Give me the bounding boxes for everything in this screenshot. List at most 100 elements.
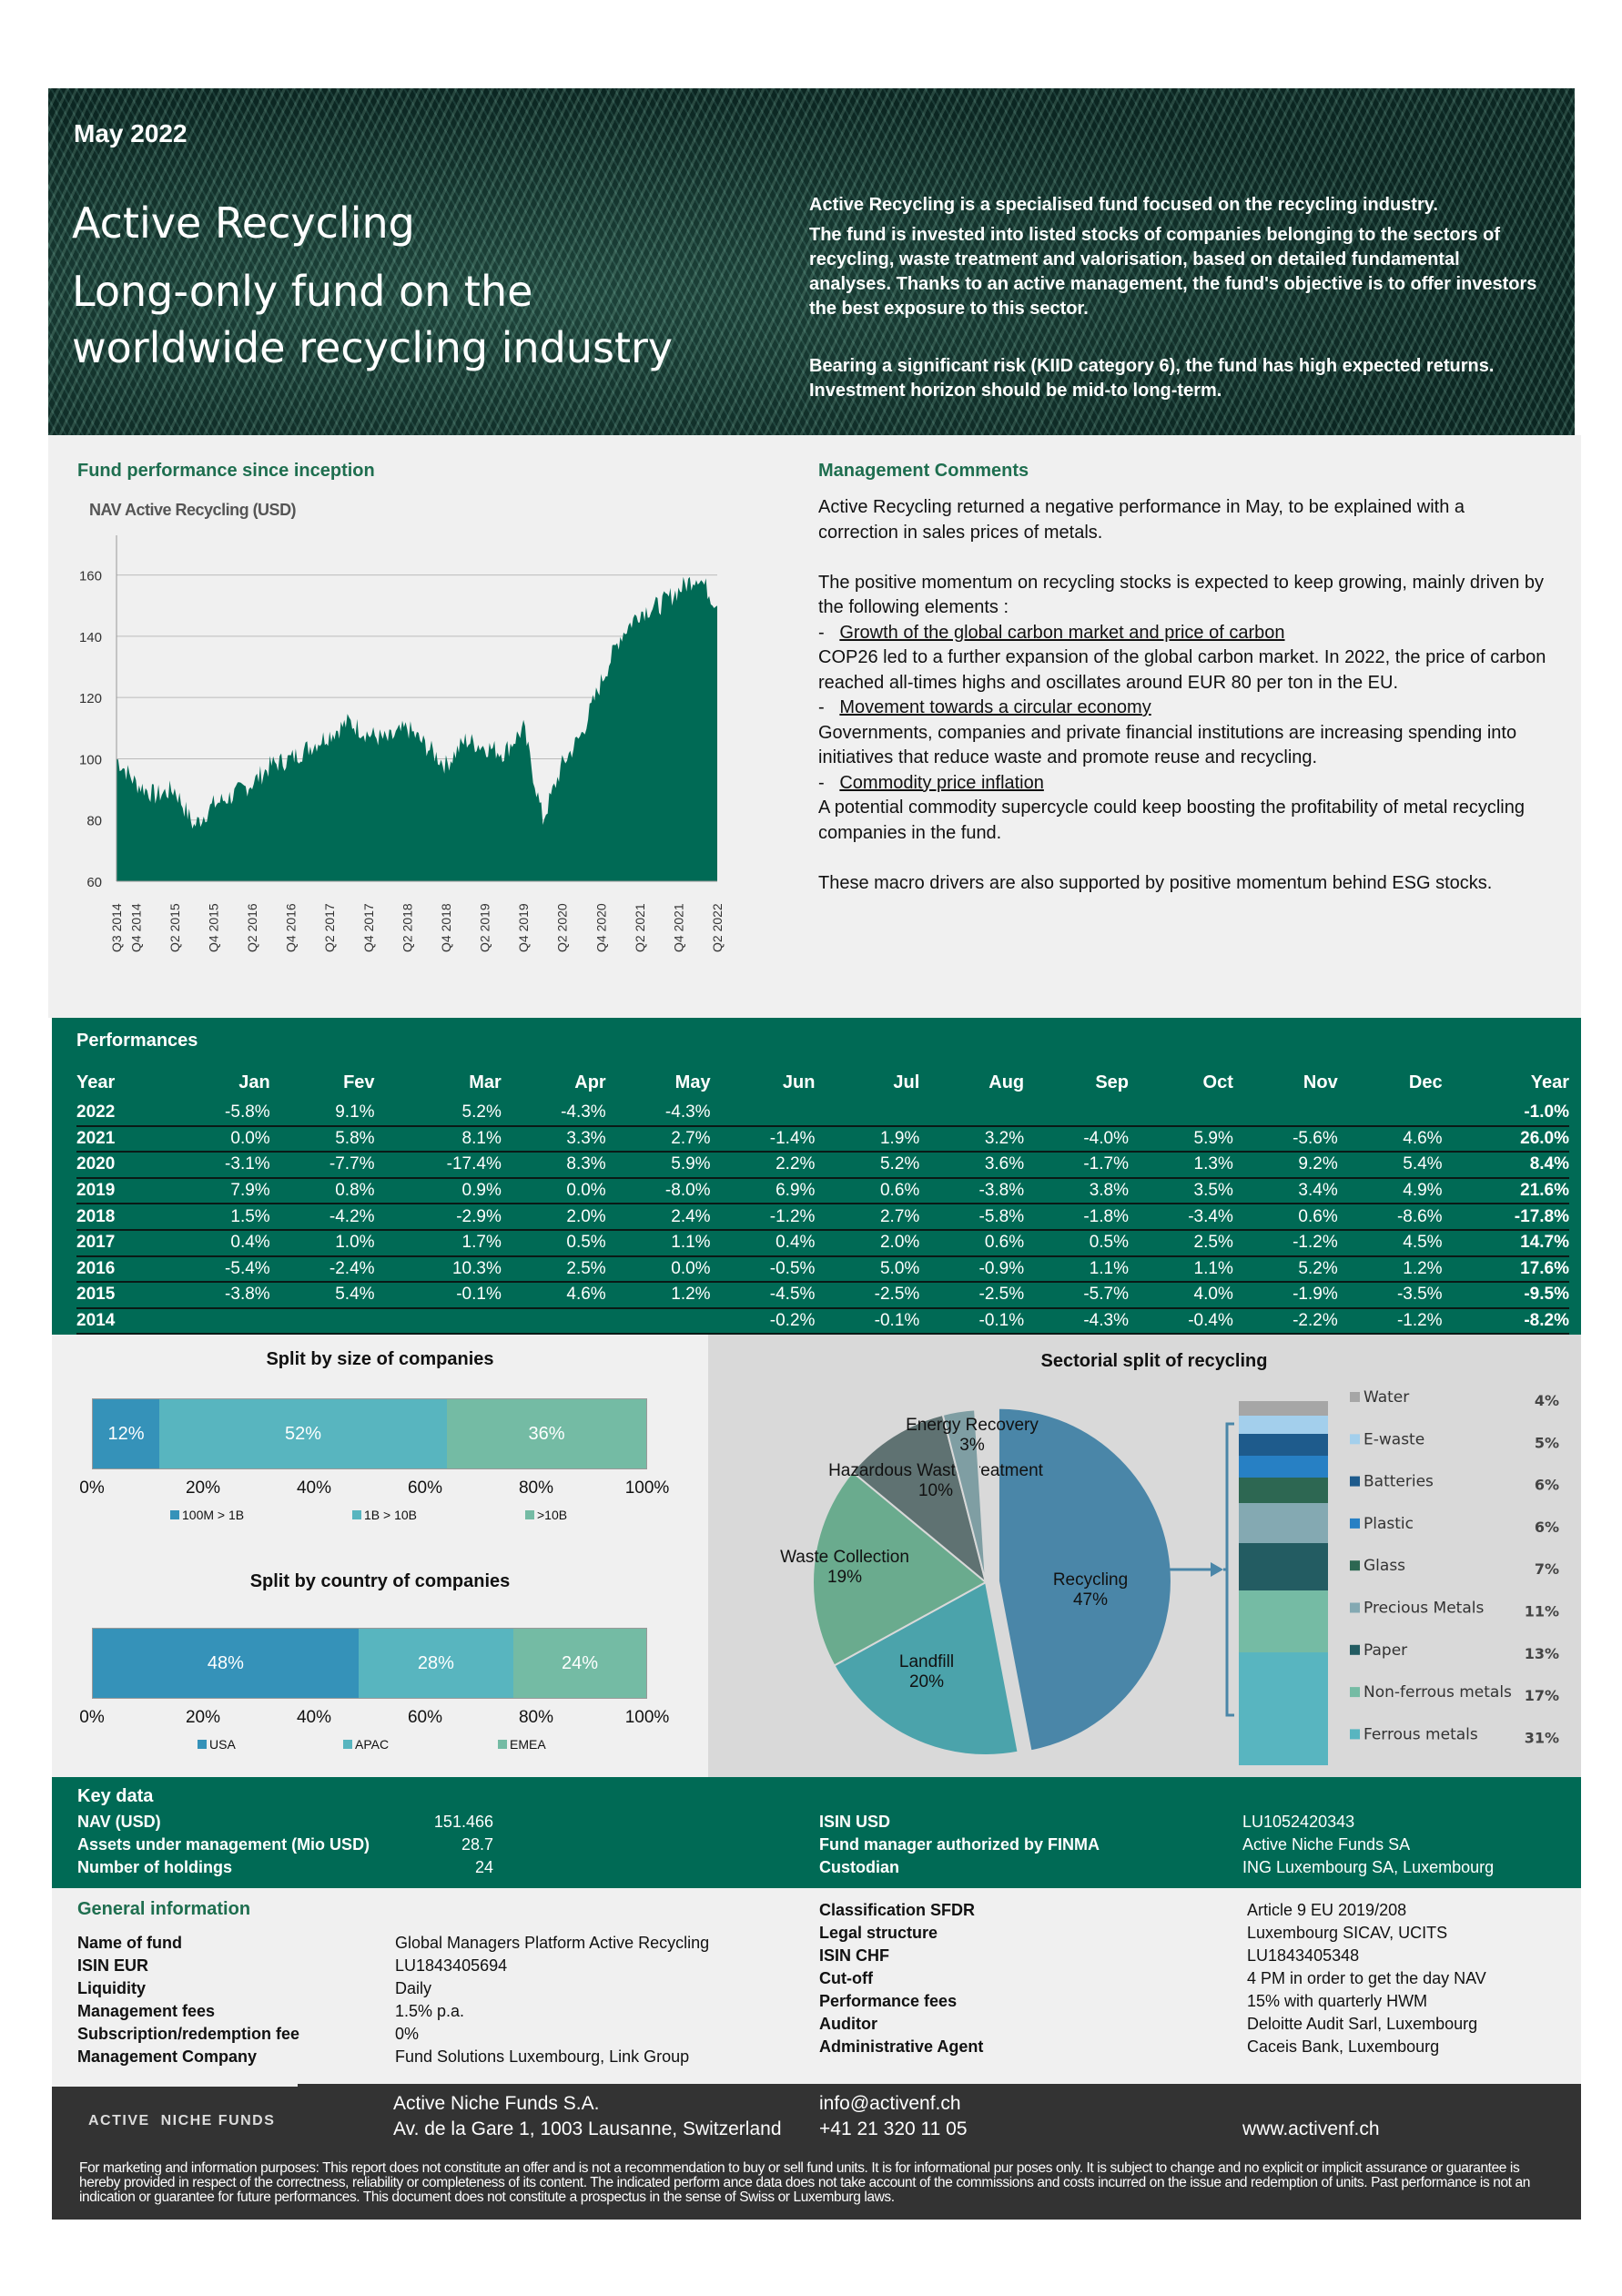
kv-value: 28.7 <box>461 1835 493 1854</box>
column-header: Jun <box>782 1072 816 1092</box>
comment-paragraph: Governments, companies and private finan… <box>818 722 1517 768</box>
table-cell: 2.0% <box>815 1229 920 1257</box>
performance-table-section: Performances Year Jan Fev Mar Apr May Jun Jul Au… <box>52 1018 1581 1336</box>
x-tick-label: Q2 2018 <box>400 903 414 952</box>
table-cell: 21.6% <box>1442 1177 1569 1205</box>
column-header: Apr <box>574 1072 606 1092</box>
table-cell: 1.1% <box>1024 1255 1129 1284</box>
company-address: Active Niche Funds S.A. Av. de la Gare 1,… <box>393 2091 782 2142</box>
kv-value: LU1843405348 <box>1247 1946 1360 1965</box>
table-cell: 2.5% <box>1129 1229 1233 1257</box>
table-cell: -17.8% <box>1442 1204 1569 1231</box>
legend-value: 31% <box>1525 1729 1559 1746</box>
x-tick-label: 80% <box>518 1478 554 1498</box>
table-cell: 5.0% <box>815 1255 920 1284</box>
kv-label: Management fees <box>77 2002 216 2020</box>
disclaimer: For marketing and information purposes: … <box>79 2160 1530 2205</box>
legend-swatch <box>170 1510 179 1519</box>
legend-swatch <box>525 1510 534 1519</box>
performances-title: Performances <box>76 1031 198 1051</box>
performance-table: Year Jan Fev Mar Apr May Jun Jul Aug Sep Oct Nov Dec… <box>76 1065 1569 1336</box>
table-cell <box>269 1307 375 1336</box>
table-cell: 6.9% <box>710 1177 816 1205</box>
legend-swatch <box>1350 1602 1360 1613</box>
table-cell: 4.9% <box>1337 1177 1443 1205</box>
table-cell: -8.0% <box>605 1177 711 1205</box>
table-cell: 17.6% <box>1442 1255 1569 1284</box>
fund-title: Active Recycling <box>72 198 415 248</box>
table-row: 2016 -5.4% -2.4% 10.3% 2.5% 0.0% -0.5% 5.0% -0.9… <box>76 1255 1569 1284</box>
pie-label-value: 19% <box>827 1568 862 1587</box>
table-cell: 1.7% <box>374 1229 502 1257</box>
table-cell: -17.4% <box>374 1152 502 1179</box>
legend-swatch <box>1350 1518 1360 1529</box>
table-cell: 2.5% <box>501 1255 606 1284</box>
table-cell: 4.6% <box>501 1282 606 1309</box>
kv-label: Management Company <box>77 2047 258 2066</box>
pie-label: Recycling 47% <box>1053 1570 1128 1610</box>
kv-label: Fund manager authorized by FINMA <box>819 1835 1100 1854</box>
legend-label: USA <box>209 1737 236 1752</box>
management-comments-title: Management Comments <box>818 461 1029 481</box>
kv-value: Active Niche Funds SA <box>1242 1835 1411 1854</box>
x-tick-label: Q2 2016 <box>245 903 259 952</box>
table-cell: 5.9% <box>1129 1125 1233 1153</box>
comment-paragraph: These macro drivers are also supported b… <box>818 872 1493 893</box>
kv-value: Luxembourg SICAV, UCITS <box>1247 1924 1448 1942</box>
table-cell <box>165 1307 270 1336</box>
table-cell: -4.3% <box>1024 1307 1129 1336</box>
table-cell: -4.3% <box>605 1100 711 1127</box>
table-cell: 0.0% <box>165 1125 270 1153</box>
table-cell: 2.4% <box>605 1204 711 1231</box>
x-tick-label: 40% <box>296 1708 332 1727</box>
table-cell: -3.4% <box>1129 1204 1233 1231</box>
pie-label-value: 20% <box>909 1672 944 1692</box>
table-cell: 2.2% <box>710 1152 816 1179</box>
column-header: Dec <box>1408 1072 1443 1092</box>
table-cell: -0.1% <box>374 1282 502 1309</box>
legend-value: 4% <box>1535 1392 1559 1409</box>
table-cell: 1.3% <box>1129 1152 1233 1179</box>
pie-slice <box>833 1580 1019 1756</box>
kv-label: Cut-off <box>819 1969 873 1987</box>
table-cell: -1.0% <box>1442 1100 1569 1127</box>
x-tick-label: Q3 2014 <box>109 903 124 952</box>
bracket <box>1223 1422 1234 1717</box>
country-split-title: Split by country of companies <box>249 1571 511 1591</box>
table-cell: 2022 <box>76 1100 166 1127</box>
kv-value: 151.466 <box>433 1813 493 1831</box>
footer: ACTIVE NICHE FUNDS Active Niche Funds S.… <box>52 2084 1581 2220</box>
table-cell: 5.9% <box>605 1152 711 1179</box>
legend-label: 100M > 1B <box>182 1508 245 1522</box>
stacked-segment <box>1239 1652 1328 1765</box>
x-tick-label: 20% <box>185 1478 221 1498</box>
email-link[interactable]: info@activenf.ch <box>819 2093 961 2114</box>
x-tick-label: 60% <box>407 1478 443 1498</box>
table-cell: -2.4% <box>269 1255 375 1284</box>
legend-label: Batteries <box>1363 1473 1434 1491</box>
kv-label: Performance fees <box>819 1992 958 2010</box>
nav-area <box>117 576 717 881</box>
website-link[interactable]: www.activenf.ch <box>1242 2118 1380 2139</box>
table-cell: 2016 <box>76 1255 166 1284</box>
table-cell: -5.4% <box>165 1255 270 1284</box>
pie-slice <box>997 1407 1172 1752</box>
y-tick-label: 140 <box>79 630 102 645</box>
comment-paragraph: The positive momentum on recycling stock… <box>818 572 1545 618</box>
table-cell: 26.0% <box>1442 1125 1569 1153</box>
column-header: Aug <box>988 1072 1025 1092</box>
table-cell: -0.2% <box>710 1307 816 1336</box>
legend-item: EMEA <box>498 1737 546 1752</box>
kv-label: Custodian <box>819 1858 899 1876</box>
pie-label-value: 47% <box>1073 1590 1108 1610</box>
table-cell: 1.0% <box>269 1229 375 1257</box>
kv-value: 0% <box>395 2025 420 2043</box>
table-cell: 3.3% <box>501 1125 606 1153</box>
kv-label: Number of holdings <box>77 1858 232 1876</box>
sector-pie-chart: Recycling 47%Landfill 20%Waste Collection 1… <box>780 1388 1559 1765</box>
stacked-segment <box>1239 1416 1328 1434</box>
bullet: - Commodity price inflation <box>818 771 1546 797</box>
bullet: - Growth of the global carbon market and… <box>818 621 1546 646</box>
kv-value: Global Managers Platform Active Recyclin… <box>395 1934 710 1952</box>
y-tick-label: 60 <box>86 875 102 890</box>
